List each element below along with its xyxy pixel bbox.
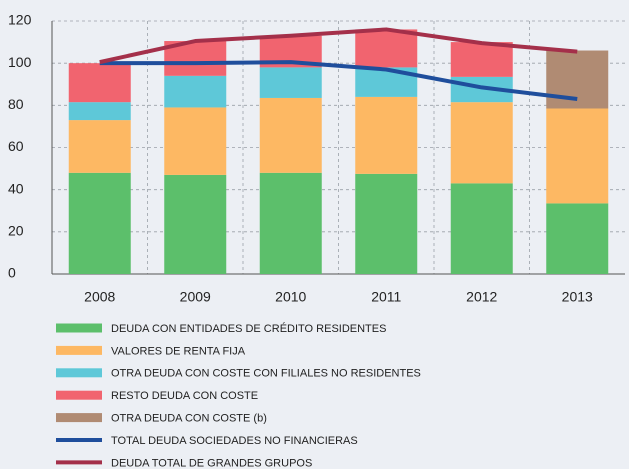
y-tick-label: 20 (8, 223, 24, 239)
y-tick-label: 100 (8, 54, 32, 70)
x-tick-label: 2012 (466, 289, 497, 305)
bar (450, 183, 513, 274)
bar (450, 42, 513, 77)
bar (546, 203, 609, 274)
y-tick-label: 60 (8, 138, 24, 154)
bar (68, 172, 131, 274)
bar (259, 97, 322, 173)
bar (164, 75, 227, 108)
legend-label: OTRA DEUDA CON COSTE CON FILIALES NO RES… (111, 368, 421, 380)
x-tick-label: 2010 (275, 289, 306, 305)
legend-label: DEUDA TOTAL DE GRANDES GRUPOS (111, 457, 312, 469)
bar (355, 29, 418, 68)
legend-swatch (56, 368, 102, 378)
bar (164, 107, 227, 175)
bar (546, 50, 609, 109)
bar (259, 67, 322, 98)
bar (68, 102, 131, 121)
x-tick-label: 2011 (371, 289, 401, 305)
legend-label: RESTO DEUDA CON COSTE (111, 390, 258, 402)
y-tick-label: 120 (8, 12, 32, 28)
legend-label: DEUDA CON ENTIDADES DE CRÉDITO RESIDENTE… (111, 322, 386, 335)
y-tick-label: 40 (8, 180, 24, 196)
x-tick-label: 2013 (562, 289, 593, 305)
y-tick-label: 0 (8, 265, 16, 281)
y-tick-label: 80 (8, 96, 24, 112)
bar (259, 172, 322, 274)
x-tick-label: 2009 (180, 289, 211, 305)
legend-label: VALORES DE RENTA FIJA (111, 345, 246, 357)
legend-swatch (56, 345, 102, 355)
bar (355, 173, 418, 274)
bar (355, 96, 418, 174)
line (99, 60, 578, 101)
legend-swatch (56, 413, 102, 423)
bar (546, 108, 609, 204)
legend-swatch (56, 323, 102, 333)
x-tick-label: 2008 (84, 289, 115, 305)
bar (164, 174, 227, 274)
legend-label: OTRA DEUDA CON COSTE (b) (111, 413, 267, 425)
line (99, 27, 578, 65)
bar (450, 102, 513, 184)
bar (68, 63, 131, 103)
legend-label: TOTAL DEUDA SOCIEDADES NO FINANCIERAS (111, 435, 358, 447)
legend-swatch (56, 390, 102, 400)
bar (68, 120, 131, 173)
